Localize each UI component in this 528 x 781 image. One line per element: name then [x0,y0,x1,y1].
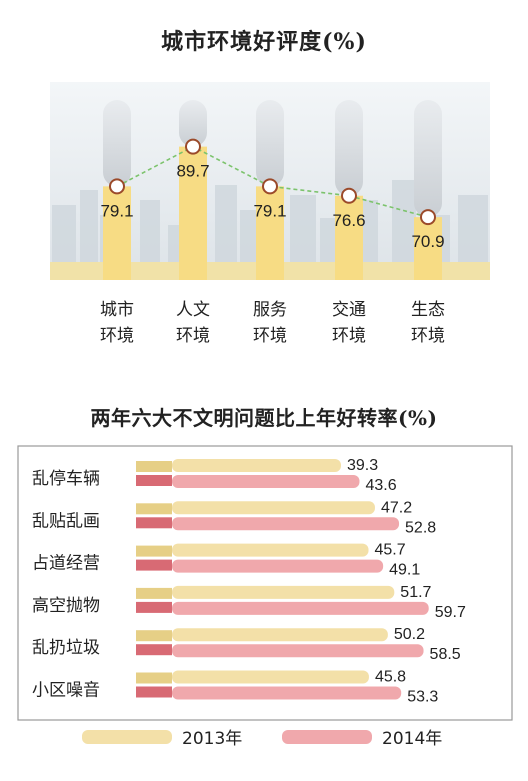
data-point [185,138,201,155]
data-label: 50.2 [394,626,425,643]
data-label: 45.8 [375,669,406,686]
category-label: 乱停车辆 [32,469,100,489]
data-label: 43.6 [365,477,396,494]
pillar-upper [335,100,363,196]
data-point [341,187,357,204]
chart-frame [17,445,513,721]
bar-2014 [172,644,424,658]
bar-stub-2014 [136,475,172,486]
data-label: 47.2 [381,499,412,516]
bar-2014 [172,475,360,488]
data-label: 76.6 [332,211,365,230]
category-label: 环境 [411,326,445,346]
pillar-upper [414,100,442,218]
pillar-upper [256,100,284,187]
category-label: 高空抛物 [32,596,100,616]
data-label: 70.9 [411,232,444,251]
bar-stub-2014 [136,601,172,613]
data-point [262,178,278,195]
bar [103,186,131,280]
bar-stub-2013 [136,630,172,642]
bar-stub-2014 [136,559,172,571]
data-label: 59.7 [435,604,466,621]
category-label: 乱扔垃圾 [32,638,100,658]
bar-stub-2013 [136,672,172,684]
bar [179,146,207,280]
bar-2013 [172,543,369,557]
category-label: 交通 [332,300,366,320]
data-label: 79.1 [100,201,133,220]
data-point [420,209,436,226]
bar [335,195,363,280]
data-label: 51.7 [400,584,431,601]
category-label: 环境 [176,326,210,346]
category-label: 小区噪音 [32,681,100,701]
bar-stub-2014 [136,644,172,656]
data-label: 49.1 [389,562,420,579]
bar-stub-2014 [136,686,172,698]
bar [256,186,284,280]
legend-swatch-2014 [282,730,372,744]
category-label: 环境 [100,326,134,346]
bar-2013 [172,459,341,472]
bar-2013 [172,670,369,684]
bar-2013 [172,585,395,599]
category-label: 占道经营 [32,554,100,574]
data-label: 45.7 [375,542,406,559]
category-label: 人文 [176,300,210,320]
pillar-upper [179,100,207,147]
data-label: 39.3 [347,457,378,474]
bar-stub-2013 [136,545,172,557]
bar-stub-2013 [136,503,172,515]
category-label: 生态 [411,300,445,320]
bar-2014 [172,601,429,615]
bar-2014 [172,517,400,531]
bar-2013 [172,628,388,642]
pillar-upper [103,100,131,187]
bar-2014 [172,686,402,700]
data-label: 58.5 [430,646,461,663]
skyline-building [140,200,160,280]
data-point [109,178,125,195]
bar-2014 [172,559,384,573]
data-label: 53.3 [407,689,438,706]
legend-swatch-2013 [82,730,172,744]
data-label: 52.8 [405,519,436,536]
legend-label: 2013年 [182,729,242,749]
chart2-title: 两年六大不文明问题比上年好转率(%) [90,406,438,430]
bar-stub-2013 [136,461,172,472]
skyline-building [360,200,378,280]
category-label: 服务 [253,300,287,320]
category-label: 环境 [332,326,366,346]
legend-label: 2014年 [382,729,442,749]
skyline-building [80,190,98,280]
category-label: 乱贴乱画 [32,511,100,531]
bar-stub-2013 [136,587,172,599]
chart1-title: 城市环境好评度(%) [161,29,367,55]
bar-2013 [172,501,375,515]
bar [414,217,442,280]
skyline-building [215,185,237,280]
category-label: 环境 [253,326,287,346]
data-label: 89.7 [176,162,209,181]
series-line [116,145,429,218]
bar-stub-2014 [136,517,172,529]
category-label: 城市 [100,300,134,320]
data-label: 79.1 [253,201,286,220]
